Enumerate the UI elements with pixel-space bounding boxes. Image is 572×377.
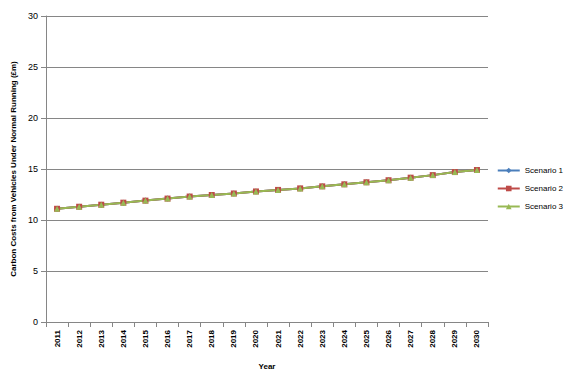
- svg-text:2014: 2014: [119, 329, 128, 347]
- svg-text:2012: 2012: [75, 329, 84, 347]
- svg-text:2018: 2018: [207, 329, 216, 347]
- svg-text:2026: 2026: [384, 329, 393, 347]
- svg-text:2011: 2011: [53, 329, 62, 347]
- svg-text:2019: 2019: [229, 329, 238, 347]
- svg-text:2023: 2023: [318, 329, 327, 347]
- svg-text:2028: 2028: [428, 329, 437, 347]
- svg-text:2020: 2020: [251, 329, 260, 347]
- svg-text:2029: 2029: [450, 329, 459, 347]
- svg-text:0: 0: [33, 317, 38, 327]
- svg-text:2025: 2025: [362, 329, 371, 347]
- svg-text:2024: 2024: [340, 329, 349, 347]
- svg-text:30: 30: [28, 11, 38, 21]
- svg-text:2022: 2022: [296, 329, 305, 347]
- svg-text:2030: 2030: [472, 329, 481, 347]
- svg-text:25: 25: [28, 62, 38, 72]
- svg-text:Scenario 2: Scenario 2: [525, 184, 564, 193]
- svg-text:2017: 2017: [185, 329, 194, 347]
- svg-text:2015: 2015: [141, 329, 150, 347]
- svg-text:Scenario 3: Scenario 3: [525, 202, 564, 211]
- svg-text:Year: Year: [259, 362, 276, 371]
- svg-text:20: 20: [28, 113, 38, 123]
- svg-text:5: 5: [33, 266, 38, 276]
- svg-text:Scenario 1: Scenario 1: [525, 166, 564, 175]
- svg-text:2021: 2021: [274, 329, 283, 347]
- svg-text:15: 15: [28, 164, 38, 174]
- svg-text:Carbon Costs from Vehicles Und: Carbon Costs from Vehicles Under Normal …: [9, 61, 18, 277]
- svg-text:10: 10: [28, 215, 38, 225]
- svg-text:2027: 2027: [406, 329, 415, 347]
- svg-text:2013: 2013: [97, 329, 106, 347]
- svg-text:2016: 2016: [163, 329, 172, 347]
